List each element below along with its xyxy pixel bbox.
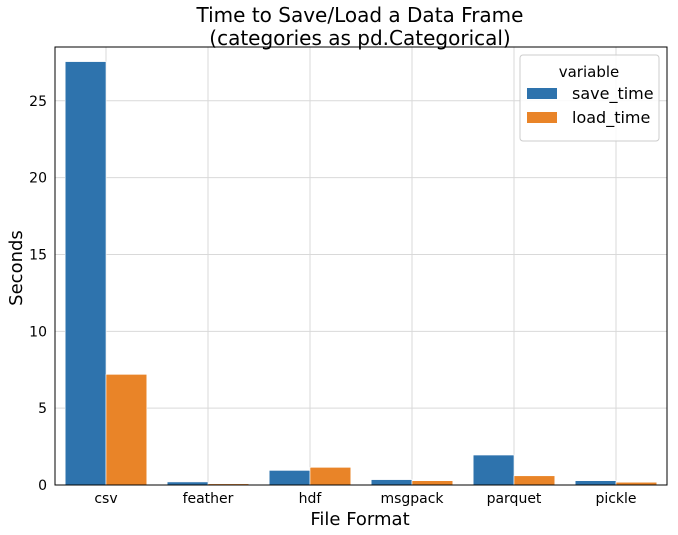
x-tick-label: feather [183, 491, 234, 507]
y-tick-label: 15 [29, 247, 47, 263]
y-tick-label: 10 [29, 324, 47, 340]
bars [64, 61, 658, 486]
x-tick-label: hdf [299, 491, 323, 507]
legend-label-save-time: save_time [572, 84, 654, 104]
y-tick-label: 0 [38, 478, 47, 494]
axes-frame [54, 46, 668, 486]
bar-save-time-msgpack [370, 479, 413, 486]
chart-title-line-2: (categories as pd.Categorical) [209, 26, 510, 50]
legend-swatch-load-time [527, 112, 557, 123]
x-tick-label: parquet [487, 491, 542, 507]
bar-save-time-parquet [472, 454, 515, 486]
bar-load-time-csv [105, 374, 148, 486]
bar-save-time-pickle [574, 480, 617, 486]
bar-load-time-msgpack [411, 480, 454, 486]
x-axis-label: File Format [310, 509, 409, 530]
legend-title: variable [559, 63, 620, 81]
bar-save-time-hdf [268, 470, 311, 486]
y-tick-labels: 0 5 10 15 20 25 [29, 94, 47, 494]
x-tick-labels: csv feather hdf msgpack parquet pickle [94, 491, 636, 507]
legend-label-load-time: load_time [572, 108, 650, 128]
x-tick-label: csv [94, 491, 117, 507]
y-tick-label: 20 [29, 171, 47, 187]
x-tick-label: pickle [595, 491, 636, 507]
y-axis-label: Seconds [6, 230, 27, 306]
y-tick-label: 25 [29, 94, 47, 110]
legend-swatch-save-time [527, 88, 557, 99]
bar-save-time-csv [64, 61, 107, 486]
chart-title-line-1: Time to Save/Load a Data Frame [196, 3, 524, 27]
x-tick-label: msgpack [380, 491, 444, 507]
y-tick-label: 5 [38, 401, 47, 417]
bar-load-time-hdf [309, 467, 352, 486]
legend: variable save_time load_time [519, 54, 660, 142]
bar-load-time-parquet [513, 475, 556, 486]
plot-frame [54, 46, 668, 486]
